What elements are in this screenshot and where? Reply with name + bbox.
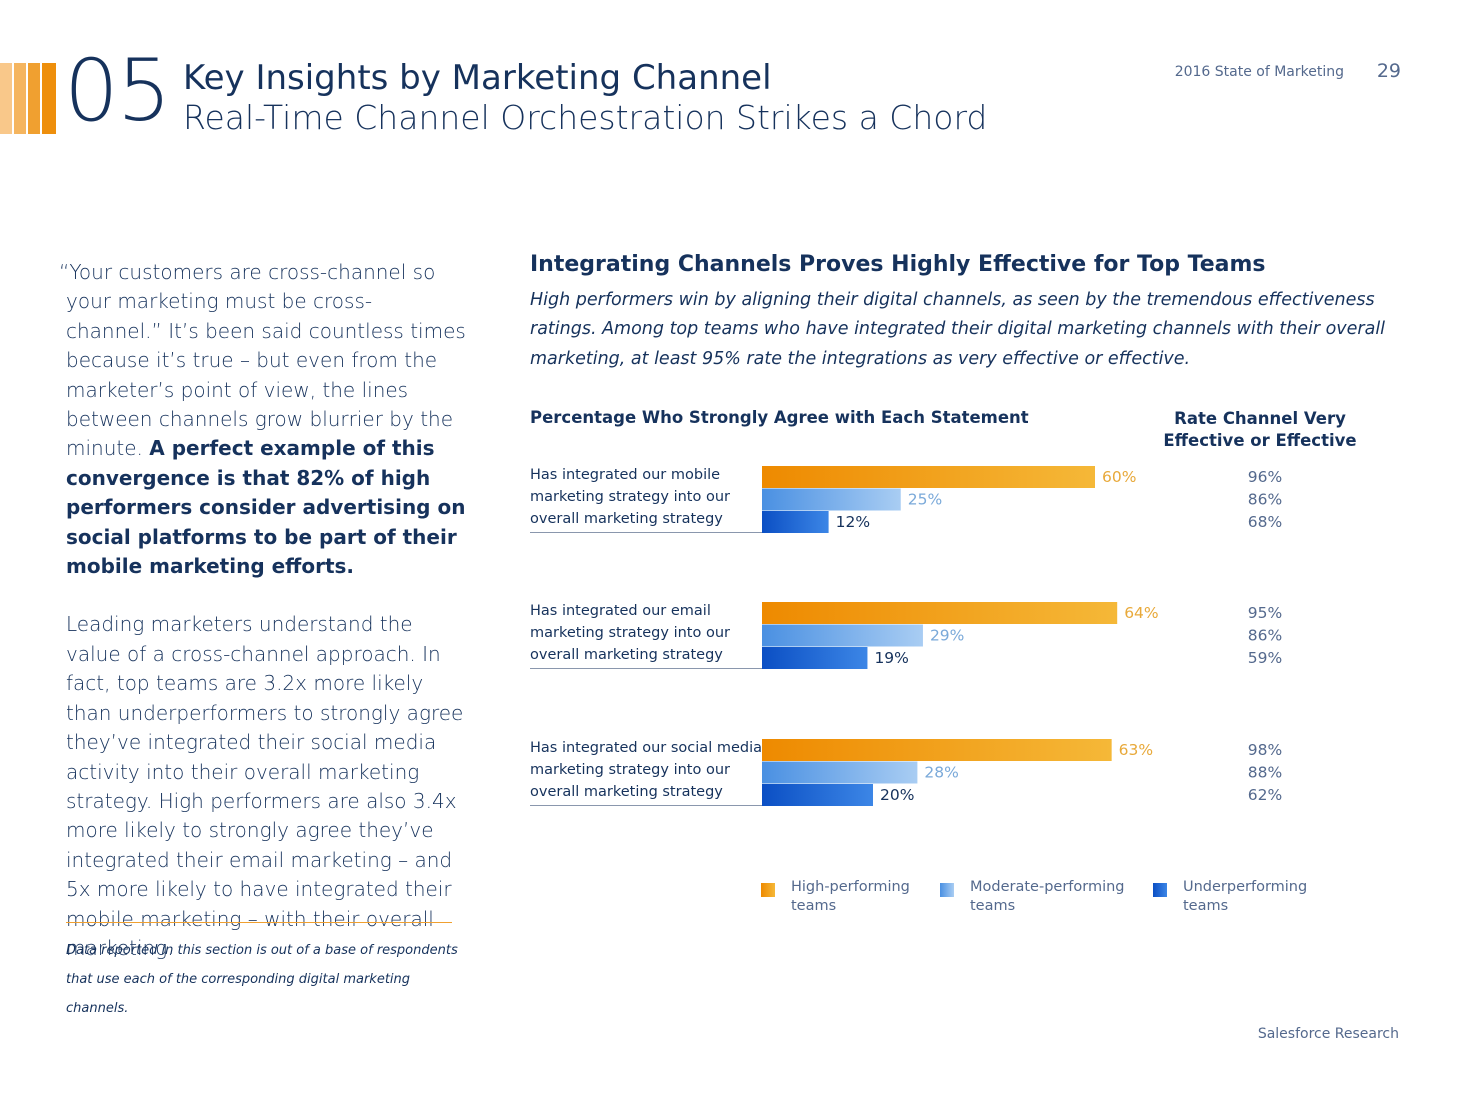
stripe-2 xyxy=(14,63,26,134)
chart-left-header: Percentage Who Strongly Agree with Each … xyxy=(530,408,1029,427)
footnote-divider xyxy=(66,922,452,923)
bar-moderate xyxy=(762,488,901,511)
bar-moderate xyxy=(762,761,918,784)
effective-value: 62% xyxy=(1248,786,1282,804)
bar-value-label: 29% xyxy=(930,627,964,645)
body-paragraph-2: Leading marketers understand the value o… xyxy=(66,612,464,960)
bar-high xyxy=(762,602,1118,624)
bar-value-label: 28% xyxy=(924,764,958,782)
bar-under xyxy=(762,784,873,806)
category-label: marketing strategy into our xyxy=(530,489,730,505)
bar-under xyxy=(762,647,868,669)
category-label: overall marketing strategy xyxy=(530,784,723,800)
body-paragraph-1-highlight: A perfect example of this convergence is… xyxy=(66,436,466,579)
bar-under xyxy=(762,511,829,533)
category-label: marketing strategy into our xyxy=(530,625,730,641)
effective-value: 86% xyxy=(1248,491,1282,509)
bar-value-label: 60% xyxy=(1102,468,1136,486)
legend-swatch-high xyxy=(761,883,775,897)
source-credit: Salesforce Research xyxy=(1257,1026,1399,1042)
category-label: overall marketing strategy xyxy=(530,647,723,663)
chapter-stripes xyxy=(0,63,56,134)
stripe-4 xyxy=(42,63,56,134)
page-number: 29 xyxy=(1376,60,1401,82)
chapter-title: Key Insights by Marketing Channel xyxy=(183,58,772,98)
bar-value-label: 20% xyxy=(880,786,914,804)
stripe-3 xyxy=(28,63,40,134)
legend-swatch-under xyxy=(1153,883,1167,897)
effective-value: 59% xyxy=(1248,649,1282,667)
legend-label-high: High-performing teams xyxy=(791,879,910,914)
bar-moderate xyxy=(762,624,923,647)
chart-right-header: Rate Channel Very Effective or Effective xyxy=(1163,409,1357,450)
chart-description: High performers win by aligning their di… xyxy=(530,290,1386,369)
chapter-subtitle: Real-Time Channel Orchestration Strikes … xyxy=(183,98,988,137)
bar-high xyxy=(762,739,1112,761)
category-label: overall marketing strategy xyxy=(530,511,723,527)
bar-high xyxy=(762,466,1095,488)
bar-value-label: 63% xyxy=(1119,741,1153,759)
body-text: “Your customers are cross-channel so you… xyxy=(59,258,466,963)
effective-value: 88% xyxy=(1248,764,1282,782)
footnote: Data reported in this section is out of … xyxy=(66,943,458,1016)
legend-label-moderate: Moderate-performing teams xyxy=(970,879,1125,914)
category-label: Has integrated our mobile xyxy=(530,467,720,483)
legend-label-under: Underperforming teams xyxy=(1183,879,1308,914)
bar-value-label: 64% xyxy=(1124,604,1158,622)
bar-value-label: 19% xyxy=(874,649,908,667)
category-label: Has integrated our email xyxy=(530,603,711,619)
effective-value: 68% xyxy=(1248,513,1282,531)
chapter-number: 05 xyxy=(64,41,171,141)
legend-swatch-moderate xyxy=(940,883,954,897)
body-paragraph-1: “Your customers are cross-channel so you… xyxy=(59,258,466,581)
stripe-1 xyxy=(0,63,12,134)
bar-value-label: 25% xyxy=(908,491,942,509)
effective-value: 95% xyxy=(1248,604,1282,622)
category-label: Has integrated our social media xyxy=(530,740,762,756)
bar-value-label: 12% xyxy=(836,513,870,531)
report-name: 2016 State of Marketing xyxy=(1174,64,1344,80)
effective-value: 86% xyxy=(1248,627,1282,645)
effective-value: 96% xyxy=(1248,468,1282,486)
effective-value: 98% xyxy=(1248,741,1282,759)
category-label: marketing strategy into our xyxy=(530,762,730,778)
chart-title: Integrating Channels Proves Highly Effec… xyxy=(530,252,1266,277)
body-paragraph-1-text: “Your customers are cross-channel so you… xyxy=(59,260,466,461)
